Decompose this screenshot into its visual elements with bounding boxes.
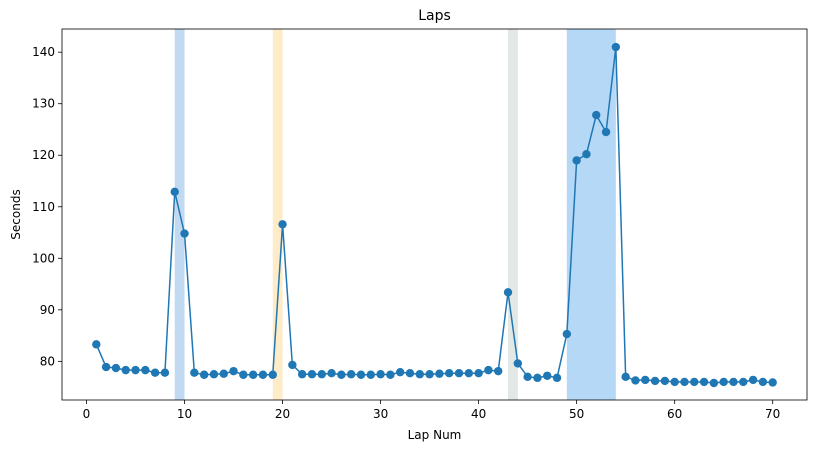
data-point bbox=[709, 378, 719, 388]
y-tick-label: 90 bbox=[40, 303, 55, 317]
y-tick-label: 140 bbox=[32, 45, 55, 59]
data-point bbox=[327, 369, 336, 378]
x-tick-label: 50 bbox=[569, 407, 584, 421]
data-point bbox=[317, 370, 326, 379]
series-line bbox=[95, 46, 773, 384]
x-tick-label: 20 bbox=[275, 407, 290, 421]
y-tick-label: 100 bbox=[32, 251, 55, 265]
x-tick-label: 10 bbox=[177, 407, 192, 421]
data-point bbox=[572, 156, 581, 165]
data-point bbox=[660, 376, 670, 386]
data-point bbox=[768, 378, 777, 387]
x-axis-label: Lap Num bbox=[408, 428, 462, 442]
data-point bbox=[395, 367, 405, 377]
data-point bbox=[386, 370, 395, 379]
data-point bbox=[454, 369, 464, 378]
data-point bbox=[729, 377, 738, 387]
data-point bbox=[288, 360, 297, 370]
data-point bbox=[376, 370, 385, 379]
chart-title: Laps bbox=[418, 8, 451, 24]
data-point bbox=[150, 368, 160, 377]
data-point bbox=[101, 362, 111, 372]
x-tick-label: 70 bbox=[765, 407, 780, 421]
data-point bbox=[670, 377, 679, 387]
y-tick-label: 110 bbox=[32, 200, 55, 214]
data-point bbox=[484, 365, 493, 375]
data-point bbox=[415, 370, 424, 379]
data-point bbox=[445, 369, 454, 378]
data-point bbox=[523, 372, 532, 382]
data-point bbox=[346, 370, 356, 379]
data-point bbox=[92, 340, 101, 349]
highlight-band bbox=[508, 29, 518, 400]
data-point bbox=[562, 329, 572, 339]
data-point bbox=[543, 371, 552, 380]
data-point bbox=[268, 370, 277, 379]
data-point bbox=[239, 370, 248, 379]
highlight-band bbox=[566, 29, 616, 400]
data-point bbox=[621, 372, 630, 382]
data-point bbox=[435, 369, 444, 378]
data-point bbox=[258, 370, 268, 379]
data-point bbox=[199, 370, 209, 379]
data-point bbox=[111, 363, 121, 373]
data-point bbox=[690, 377, 699, 387]
data-point bbox=[229, 366, 238, 376]
data-point bbox=[425, 370, 434, 379]
y-tick-label: 120 bbox=[32, 148, 55, 162]
data-point bbox=[474, 369, 483, 378]
data-point bbox=[278, 220, 287, 229]
data-point bbox=[739, 377, 748, 387]
data-point bbox=[141, 365, 150, 375]
axes: 0 10 20 30 40 50 60 70 80 90 100 110 120 130 140 bbox=[32, 28, 808, 421]
data-point bbox=[748, 375, 758, 385]
data-point bbox=[503, 288, 513, 297]
data-point bbox=[552, 373, 562, 383]
data-point bbox=[680, 377, 689, 387]
data-point bbox=[366, 370, 375, 379]
data-point bbox=[356, 370, 366, 379]
data-point bbox=[307, 370, 317, 379]
x-tick-label: 40 bbox=[471, 407, 486, 421]
data-point bbox=[582, 150, 591, 159]
data-point bbox=[611, 42, 621, 52]
data-point bbox=[337, 370, 346, 379]
data-point bbox=[719, 377, 728, 387]
y-tick-label: 80 bbox=[40, 354, 55, 368]
data-point bbox=[641, 375, 650, 385]
data-point bbox=[699, 377, 709, 387]
data-point bbox=[160, 368, 170, 377]
data-point bbox=[219, 369, 228, 378]
highlight-band bbox=[272, 29, 283, 400]
data-point bbox=[513, 359, 523, 368]
highlight-bands bbox=[174, 29, 616, 400]
data-point bbox=[405, 369, 415, 378]
y-tick-label: 130 bbox=[32, 97, 55, 111]
data-point bbox=[170, 187, 179, 197]
data-point bbox=[180, 229, 189, 238]
plot-frame bbox=[61, 28, 808, 401]
x-tick-label: 0 bbox=[83, 407, 91, 421]
data-point bbox=[758, 377, 768, 387]
data-point bbox=[190, 368, 199, 377]
data-point bbox=[131, 365, 140, 375]
x-tick-label: 30 bbox=[373, 407, 388, 421]
x-tick-label: 60 bbox=[667, 407, 682, 421]
data-point bbox=[209, 370, 219, 379]
data-point bbox=[601, 127, 611, 137]
lap-times-series bbox=[92, 42, 777, 388]
y-axis-label: Seconds bbox=[9, 189, 23, 239]
data-point bbox=[494, 366, 503, 376]
data-point bbox=[631, 376, 640, 385]
data-point bbox=[533, 373, 542, 383]
data-point bbox=[297, 370, 307, 379]
data-point bbox=[592, 110, 601, 120]
data-point bbox=[650, 376, 660, 386]
data-point bbox=[464, 369, 474, 378]
data-point bbox=[248, 370, 258, 379]
data-point bbox=[121, 365, 130, 375]
